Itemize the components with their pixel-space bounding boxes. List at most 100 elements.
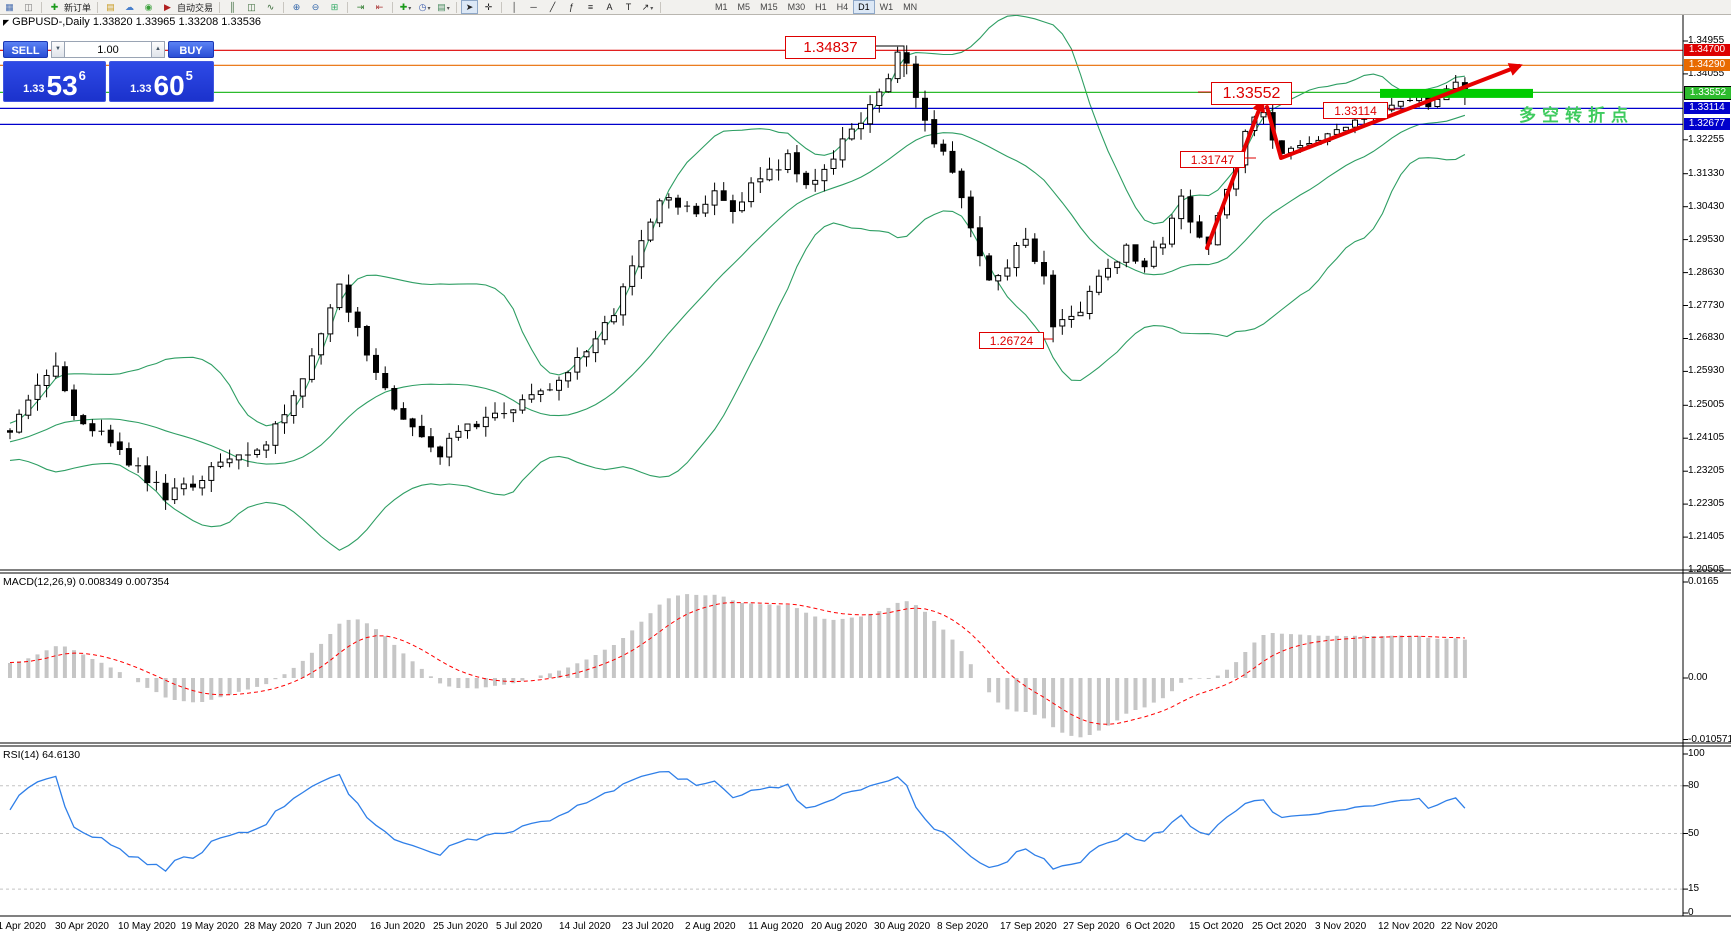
- periods-icon[interactable]: ◷▾: [418, 2, 431, 12]
- buy-button[interactable]: BUY: [168, 41, 214, 58]
- date-axis-label: 25 Oct 2020: [1252, 921, 1307, 932]
- timeframe-button-M15[interactable]: M15: [760, 2, 778, 12]
- timeframe-group: M1 M5 M15 M30 H1 H4 D1 W1 MN: [710, 0, 922, 14]
- horizontal-line-icon[interactable]: ─: [530, 2, 537, 12]
- signals-icon[interactable]: ◉: [144, 2, 153, 12]
- volume-increase-button[interactable]: ▲: [151, 41, 165, 58]
- line-chart-icon[interactable]: ∿: [266, 2, 275, 12]
- rsi-axis-label: 15: [1688, 883, 1700, 895]
- volume-decrease-button[interactable]: ▼: [51, 41, 65, 58]
- date-axis-label: 27 Sep 2020: [1063, 921, 1120, 932]
- sell-price-sup: 6: [78, 68, 86, 83]
- price-tag-1.33552: 1.33552: [1684, 85, 1731, 100]
- indicators-icon[interactable]: ✚▾: [399, 2, 412, 12]
- candlestick-icon[interactable]: ◫: [247, 2, 256, 12]
- date-axis-label: 19 May 2020: [181, 921, 239, 932]
- new-chart-icon[interactable]: ▦: [5, 2, 14, 12]
- templates-icon[interactable]: ▤▾: [437, 2, 450, 12]
- timeframe-button-D1[interactable]: D1: [853, 0, 875, 14]
- buy-price-prefix: 1.33: [130, 83, 152, 95]
- channel-icon[interactable]: ≡: [587, 2, 594, 12]
- chart-shift-icon[interactable]: ⇤: [375, 2, 384, 12]
- timeframe-button-M5[interactable]: M5: [737, 2, 751, 12]
- price-axis-label: 1.25930: [1688, 365, 1725, 377]
- label-icon[interactable]: T: [625, 2, 632, 12]
- price-annotation-1.26724[interactable]: 1.26724: [979, 332, 1044, 349]
- date-axis-label: 3 Nov 2020: [1315, 921, 1367, 932]
- autotrading-icon[interactable]: ▶: [164, 2, 171, 12]
- timeframe-button-W1[interactable]: W1: [879, 2, 894, 12]
- cursor-icon[interactable]: ➤: [461, 0, 479, 14]
- price-annotation-1.31747[interactable]: 1.31747: [1180, 151, 1245, 168]
- sell-price-big: 53: [46, 70, 78, 102]
- rsi-line: [9, 770, 1466, 872]
- toolbar-separator: [347, 1, 349, 13]
- date-axis-label: 6 Oct 2020: [1126, 921, 1175, 932]
- chart-title: ◤ GBPUSD-,Daily 1.33820 1.33965 1.33208 1…: [3, 16, 261, 28]
- history-center-icon[interactable]: ▤: [106, 2, 115, 12]
- timeframe-button-M30[interactable]: M30: [787, 2, 806, 12]
- macd-axis-label: -0.010571: [1688, 733, 1731, 745]
- rsi-axis-label: 80: [1688, 779, 1700, 791]
- price-annotation-1.34837[interactable]: 1.34837: [785, 36, 876, 59]
- panel-separators[interactable]: [0, 569, 1731, 917]
- timeframe-button-H4[interactable]: H4: [836, 2, 849, 12]
- sell-price-prefix: 1.33: [23, 83, 45, 95]
- price-tag-1.34700: 1.34700: [1684, 43, 1730, 56]
- macd-indicator-label: MACD(12,26,9) 0.008349 0.007354: [3, 576, 170, 588]
- toolbar-separator: [456, 1, 458, 13]
- bollinger-middle: [9, 114, 1466, 465]
- macd-axis-label: 0.0165: [1688, 576, 1719, 587]
- date-axis-label: 20 Aug 2020: [811, 921, 868, 932]
- zoom-out-icon[interactable]: ⊖: [311, 2, 320, 12]
- trendline-icon[interactable]: ╱: [549, 2, 556, 12]
- chinese-annotation-text[interactable]: 多空转折点: [1519, 106, 1634, 125]
- timeframe-button-M1[interactable]: M1: [715, 2, 728, 12]
- timeframe-button-H1[interactable]: H1: [815, 2, 827, 12]
- one-click-collapse-icon[interactable]: ◤: [3, 18, 10, 27]
- buy-price-sup: 5: [185, 68, 193, 83]
- profiles-icon[interactable]: ◫: [24, 2, 33, 12]
- date-axis-label: 30 Apr 2020: [55, 921, 109, 932]
- price-tag-1.33114: 1.33114: [1684, 101, 1730, 114]
- annotation-connectors: [1042, 91, 1402, 340]
- macd-histogram: [8, 594, 1467, 738]
- volume-input[interactable]: [65, 41, 151, 58]
- sell-quote[interactable]: 1.33 53 6: [3, 61, 106, 102]
- fibonacci-icon[interactable]: ƒ: [569, 2, 575, 12]
- trend-arrows[interactable]: [1205, 63, 1523, 250]
- buy-quote[interactable]: 1.33 60 5: [109, 61, 214, 102]
- crosshair-icon[interactable]: ✛: [484, 2, 493, 12]
- toolbar-separator: [41, 1, 42, 13]
- peak-label-connector: [874, 45, 905, 77]
- price-axis-label: 1.26830: [1688, 332, 1725, 344]
- vertical-line-icon[interactable]: │: [511, 2, 518, 12]
- bar-chart-icon[interactable]: ║: [229, 2, 236, 12]
- text-icon[interactable]: A: [606, 2, 613, 12]
- axis-ticks: [1683, 40, 1688, 914]
- price-annotation-1.33552[interactable]: 1.33552: [1211, 82, 1292, 105]
- community-icon[interactable]: ☁: [125, 2, 135, 12]
- autotrading-icon-label[interactable]: 自动交易: [177, 2, 214, 13]
- new-order-icon-label[interactable]: 新订单: [64, 2, 92, 13]
- sell-button[interactable]: SELL: [3, 41, 48, 58]
- horizontal-level-lines[interactable]: [0, 49, 1683, 126]
- auto-scroll-icon[interactable]: ⇥: [356, 2, 365, 12]
- timeframe-button-MN[interactable]: MN: [903, 2, 918, 12]
- toolbar: ▦ ◫ ✚ 新订单 ▤ ☁ ◉ ▶ 自动交易 ║ ◫ ∿ ⊕ ⊖ ⊞ ⇥ ⇤ ✚▾ ◷▾ ▤▾ ➤ ✛ │ ─ ╱ ƒ ≡ A T ↗▾ M…: [0, 0, 1731, 15]
- price-annotation-1.33114[interactable]: 1.33114: [1323, 102, 1388, 119]
- price-axis-label: 1.29530: [1688, 233, 1725, 245]
- one-click-controls: SELL ▼ ▲ BUY: [3, 41, 214, 58]
- new-order-icon[interactable]: ✚: [50, 2, 59, 12]
- bollinger-bands: [9, 14, 1466, 551]
- rsi-indicator-label: RSI(14) 64.6130: [3, 749, 81, 761]
- tile-windows-icon[interactable]: ⊞: [330, 2, 339, 12]
- price-axis-label: 1.28630: [1688, 266, 1725, 278]
- support-highlight-bar[interactable]: [1380, 88, 1533, 98]
- date-axis-label: 22 Nov 2020: [1441, 921, 1498, 932]
- candles: [7, 45, 1468, 510]
- arrows-icon[interactable]: ↗▾: [641, 2, 654, 12]
- zoom-in-icon[interactable]: ⊕: [292, 2, 301, 12]
